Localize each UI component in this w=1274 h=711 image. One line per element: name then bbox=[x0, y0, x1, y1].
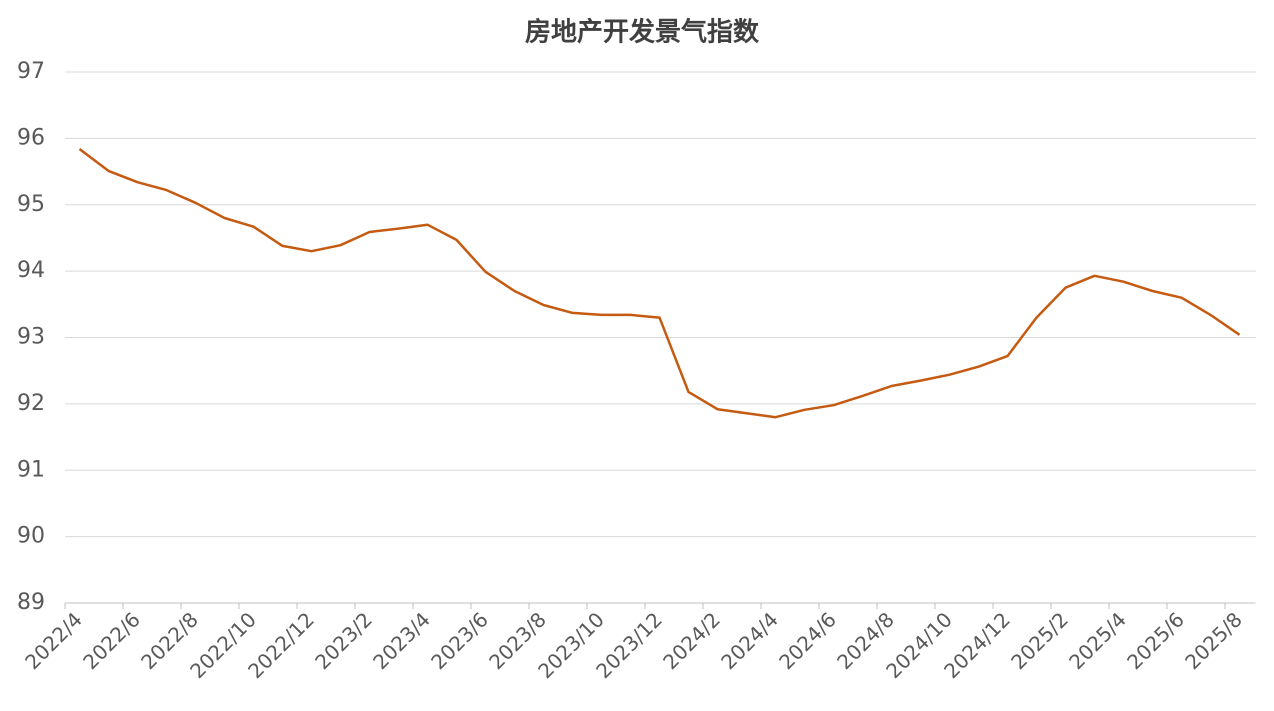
x-tick-label: 2023/2 bbox=[310, 607, 377, 674]
x-tick-label: 2025/6 bbox=[1122, 607, 1189, 674]
x-tick-label: 2023/4 bbox=[368, 607, 435, 674]
y-tick-label: 96 bbox=[17, 125, 45, 150]
x-tick-label: 2024/6 bbox=[774, 607, 841, 674]
x-tick-label: 2022/6 bbox=[78, 607, 145, 674]
y-tick-label: 89 bbox=[17, 590, 45, 615]
x-tick-label: 2025/2 bbox=[1006, 607, 1073, 674]
y-tick-label: 97 bbox=[17, 59, 45, 84]
x-tick-label: 2024/2 bbox=[658, 607, 725, 674]
data-line bbox=[78, 148, 1241, 419]
chart-title: 房地产开发景气指数 bbox=[525, 17, 760, 48]
x-tick-label: 2025/4 bbox=[1064, 607, 1131, 674]
y-tick-label: 91 bbox=[17, 457, 45, 482]
y-tick-label: 90 bbox=[17, 524, 45, 549]
y-tick-label: 94 bbox=[17, 258, 45, 283]
y-tick-label: 93 bbox=[17, 325, 45, 350]
y-tick-label: 95 bbox=[17, 192, 45, 217]
y-tick-label: 92 bbox=[17, 391, 45, 416]
x-tick-label: 2022/4 bbox=[20, 607, 87, 674]
x-tick-label: 2024/4 bbox=[716, 607, 783, 674]
x-tick-label: 2025/8 bbox=[1180, 607, 1247, 674]
x-tick-label: 2023/6 bbox=[426, 607, 493, 674]
